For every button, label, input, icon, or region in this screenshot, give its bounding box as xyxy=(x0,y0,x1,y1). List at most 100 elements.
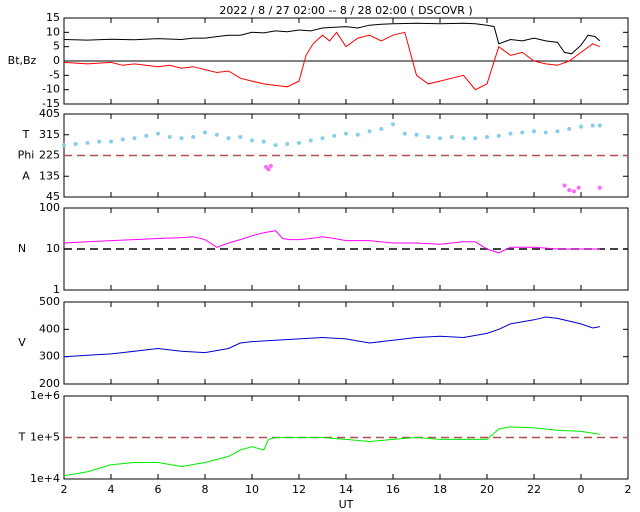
data-point xyxy=(97,139,102,144)
x-tick-label: 6 xyxy=(155,483,162,496)
y-axis-label: Bt,Bz xyxy=(8,54,37,67)
data-point xyxy=(297,140,301,145)
data-point xyxy=(250,138,254,143)
y-tick-label: 10 xyxy=(46,25,60,38)
data-point xyxy=(402,131,407,136)
x-tick-label: 12 xyxy=(292,483,306,496)
x-tick-label: 2 xyxy=(625,483,632,496)
data-point xyxy=(496,133,501,138)
data-point xyxy=(473,136,478,141)
data-point xyxy=(379,126,384,131)
data-point xyxy=(167,135,172,140)
data-point xyxy=(532,129,536,134)
y-tick-label: 500 xyxy=(39,295,60,308)
x-tick-label: 20 xyxy=(480,483,494,496)
data-point xyxy=(266,167,271,172)
data-point xyxy=(120,137,125,142)
x-tick-label: 0 xyxy=(578,483,585,496)
data-point xyxy=(571,189,576,194)
y-tick-label: -5 xyxy=(49,68,60,81)
data-point xyxy=(555,129,560,134)
y-tick-label: 1 xyxy=(53,283,60,296)
data-point xyxy=(367,129,372,134)
data-line xyxy=(63,426,600,477)
data-line xyxy=(63,31,600,91)
y-tick-label: -10 xyxy=(42,83,60,96)
data-point xyxy=(238,135,243,140)
data-point xyxy=(268,163,273,168)
y-tick-label: 405 xyxy=(39,107,60,120)
data-point xyxy=(576,185,581,190)
y-tick-label: 15 xyxy=(46,11,60,24)
data-point xyxy=(461,136,466,141)
y-tick-label: 225 xyxy=(39,149,60,162)
y-axis-label: A xyxy=(22,169,30,182)
chart-title: 2022 / 8 / 27 02:00 -- 8 / 28 02:00 ( DS… xyxy=(219,4,472,17)
y-axis-label: T xyxy=(18,431,26,444)
data-point xyxy=(85,140,90,145)
y-tick-label: 135 xyxy=(39,169,60,182)
data-point xyxy=(438,136,442,141)
data-point xyxy=(261,139,266,144)
data-point xyxy=(543,130,548,135)
data-point xyxy=(62,143,66,148)
data-point xyxy=(597,185,602,190)
data-point xyxy=(73,141,78,146)
data-point xyxy=(132,136,137,141)
plot-frame xyxy=(63,301,629,385)
y-tick-label: 1e+4 xyxy=(30,472,60,485)
y-tick-label: 1e+5 xyxy=(30,431,60,444)
data-line xyxy=(63,316,600,358)
data-point xyxy=(485,135,489,140)
data-point xyxy=(285,141,290,146)
y-axis-label: N xyxy=(18,242,26,255)
data-point xyxy=(226,136,231,141)
y-axis-label: Phi xyxy=(18,149,35,162)
data-point xyxy=(214,132,219,137)
y-tick-label: 45 xyxy=(46,190,60,203)
x-tick-label: 22 xyxy=(527,483,541,496)
data-line xyxy=(63,230,600,254)
x-tick-label: 16 xyxy=(386,483,400,496)
data-point xyxy=(273,143,278,148)
data-point xyxy=(508,131,513,136)
data-point xyxy=(579,124,583,129)
data-point xyxy=(562,183,567,188)
y-tick-label: 100 xyxy=(39,201,60,214)
data-point xyxy=(332,133,337,138)
y-axis-label: V xyxy=(18,336,26,349)
x-axis-label: UT xyxy=(339,498,354,511)
data-point xyxy=(590,123,595,128)
data-point xyxy=(355,132,360,137)
x-tick-label: 14 xyxy=(339,483,353,496)
y-tick-label: 5 xyxy=(53,40,60,53)
data-point xyxy=(191,135,196,140)
data-point xyxy=(179,136,184,141)
y-tick-label: 400 xyxy=(39,322,60,335)
data-point xyxy=(308,138,313,143)
x-tick-label: 10 xyxy=(245,483,259,496)
y-tick-label: 315 xyxy=(39,128,60,141)
data-point xyxy=(344,131,348,136)
data-point xyxy=(597,123,602,128)
y-tick-label: 10 xyxy=(46,242,60,255)
y-tick-label: 300 xyxy=(39,350,60,363)
data-point xyxy=(203,130,207,135)
y-axis-label: T xyxy=(22,128,30,141)
data-point xyxy=(156,131,160,136)
y-tick-label: 1e+6 xyxy=(30,389,60,402)
data-point xyxy=(567,188,572,193)
data-line xyxy=(63,22,601,55)
data-point xyxy=(449,135,454,140)
data-point xyxy=(520,130,525,135)
x-tick-label: 2 xyxy=(61,483,68,496)
data-point xyxy=(144,133,149,138)
data-point xyxy=(109,139,113,144)
y-tick-label: 0 xyxy=(53,54,60,67)
y-tick-label: 200 xyxy=(39,377,60,390)
x-tick-label: 8 xyxy=(202,483,209,496)
y-tick-label: -15 xyxy=(42,97,60,110)
x-tick-label: 4 xyxy=(108,483,115,496)
data-point xyxy=(414,132,419,137)
